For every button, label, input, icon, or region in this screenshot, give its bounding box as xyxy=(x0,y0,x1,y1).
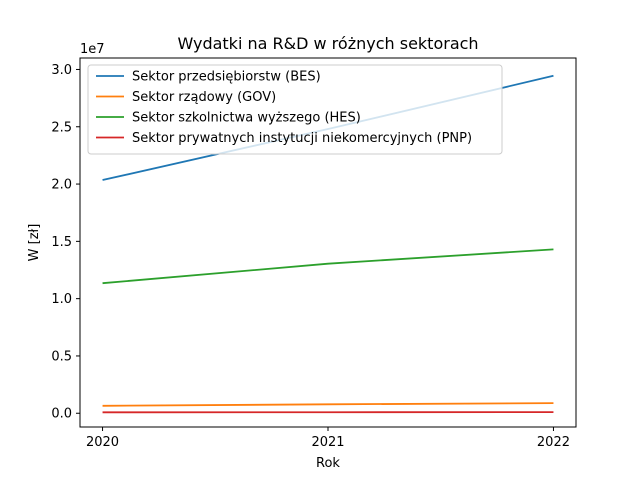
legend-label: Sektor szkolnictwa wyższego (HES) xyxy=(132,111,361,126)
y-tick-label: 3.0 xyxy=(51,63,72,78)
y-tick-label: 1.5 xyxy=(51,235,72,250)
x-tick-label: 2021 xyxy=(311,435,344,450)
legend-label: Sektor prywatnych instytucji niekomercyj… xyxy=(132,131,472,146)
y-tick-label: 1.0 xyxy=(51,292,72,307)
y-tick-label: 2.0 xyxy=(51,178,72,193)
x-tick-label: 2022 xyxy=(537,435,570,450)
legend-label: Sektor rządowy (GOV) xyxy=(132,90,276,105)
y-tick-label: 0.0 xyxy=(51,407,72,422)
chart-title: Wydatki na R&D w różnych sektorach xyxy=(177,34,478,53)
x-axis-label: Rok xyxy=(316,456,340,471)
y-axis-label: W [zł] xyxy=(27,224,42,262)
legend-box xyxy=(87,64,503,155)
x-tick-label: 2020 xyxy=(86,435,119,450)
series-line-2 xyxy=(102,402,554,407)
plot-frame xyxy=(79,57,577,428)
y-tick-label: 2.5 xyxy=(51,120,72,135)
y-tick-label: 0.5 xyxy=(51,349,72,364)
ticks-layer: 2020 2021 2022 0.0 0.5 1.0 1.5 2.0 2.5 3.0 xyxy=(51,63,570,450)
legend-label: Sektor przedsiębiorstw (BES) xyxy=(132,70,321,85)
legend: Sektor przedsiębiorstw (BES) Sektor rządo… xyxy=(87,64,503,155)
y-axis-offset-label: 1e7 xyxy=(80,42,105,57)
series-line-3 xyxy=(102,248,554,285)
